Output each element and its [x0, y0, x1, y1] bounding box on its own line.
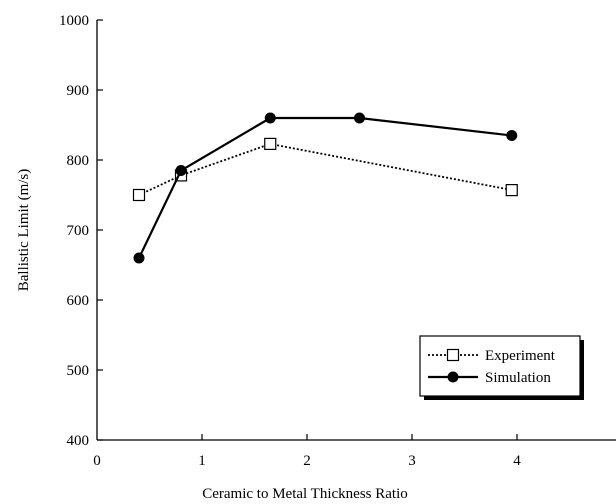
x-tick-label: 3	[408, 453, 416, 469]
legend-marker-experiment	[446, 348, 460, 362]
x-tick-label: 4	[513, 453, 521, 469]
y-tick-label: 800	[67, 153, 90, 169]
data-point-simulation	[354, 112, 365, 124]
data-point-simulation	[506, 130, 518, 141]
series-layer	[132, 112, 518, 264]
labels-layer: Ceramic to Metal Thickness Ratio Ballist…	[16, 169, 408, 502]
y-axis-title: Ballistic Limit (m/s)	[16, 169, 32, 292]
x-tick-label: 1	[198, 453, 206, 469]
y-tick-label: 700	[67, 223, 90, 239]
y-tick-label: 1000	[59, 13, 89, 29]
data-point-simulation	[133, 252, 145, 264]
y-tick-label: 600	[67, 293, 90, 309]
data-point-simulation	[175, 165, 187, 176]
legend-label-simulation: Simulation	[485, 370, 551, 386]
legend-box	[419, 335, 581, 397]
data-point-experiment	[505, 184, 518, 197]
x-axis-title: Ceramic to Metal Thickness Ratio	[202, 486, 408, 502]
legend-label-experiment: Experiment	[485, 348, 556, 364]
data-point-experiment	[264, 137, 277, 150]
series-line-experiment	[138, 142, 512, 196]
data-point-simulation	[264, 112, 276, 124]
y-tick-label: 500	[67, 363, 90, 379]
y-tick-label: 900	[67, 83, 90, 99]
y-tick-label: 400	[67, 433, 90, 449]
x-tick-label: 0	[93, 453, 101, 469]
x-tick-label: 2	[303, 453, 311, 469]
legend: Experiment Simulation	[419, 335, 584, 400]
series-line-simulation	[138, 116, 512, 259]
data-point-experiment	[132, 188, 146, 202]
axes: 4005006007008009001000012345	[59, 13, 616, 469]
legend-marker-simulation	[447, 371, 459, 383]
